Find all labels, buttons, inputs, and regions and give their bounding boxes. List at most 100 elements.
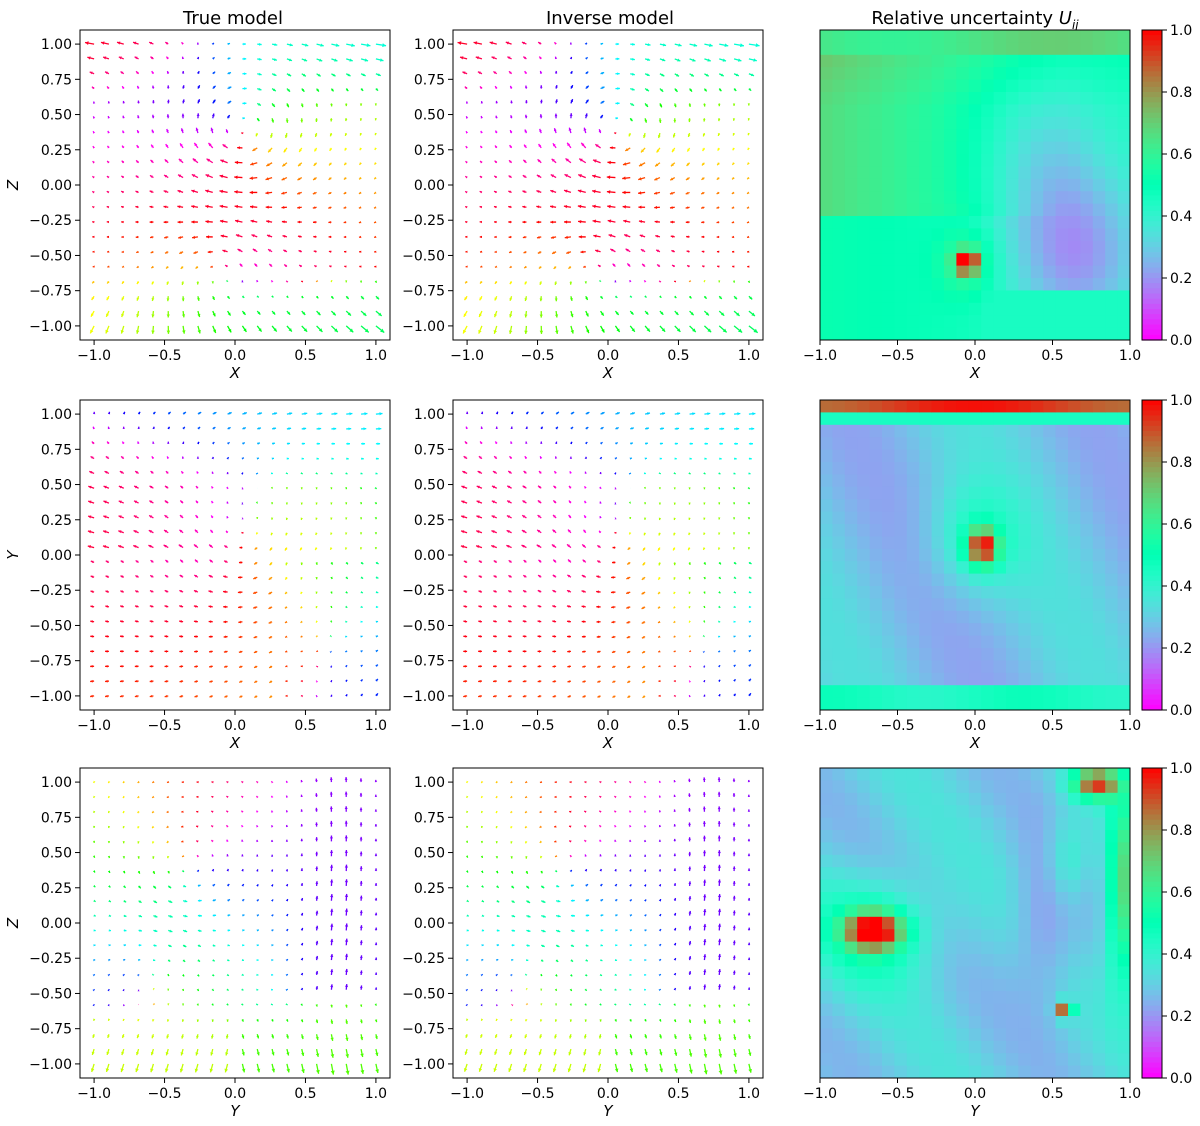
arrow-head xyxy=(255,472,258,475)
arrow-head xyxy=(374,162,377,165)
arrow-head xyxy=(300,487,303,490)
arrow-head xyxy=(359,133,363,136)
arrow-head xyxy=(600,296,603,299)
arrow-head xyxy=(195,500,199,504)
arrow-head xyxy=(299,265,302,268)
arrow-head xyxy=(673,104,677,108)
arrow-head xyxy=(107,411,111,415)
heatmap-cell xyxy=(968,191,982,205)
heatmap-cell xyxy=(931,54,945,68)
arrow-head xyxy=(645,311,649,315)
arrow-head xyxy=(286,104,289,108)
colorbar-segment xyxy=(1142,513,1162,520)
heatmap-cell xyxy=(1092,524,1106,537)
arrow-head xyxy=(181,441,185,445)
heatmap-cell xyxy=(844,129,858,143)
arrow-head xyxy=(206,158,211,162)
heatmap-cell xyxy=(1018,129,1032,143)
arrow-head xyxy=(226,472,229,475)
arrow-head xyxy=(288,58,292,62)
heatmap-cell xyxy=(919,30,933,43)
arrow-head xyxy=(747,118,751,121)
heatmap-cell xyxy=(1068,141,1081,155)
colorbar-segment xyxy=(1142,694,1162,701)
heatmap-cell xyxy=(968,400,982,413)
arrow-head xyxy=(523,56,527,60)
heatmap-cell xyxy=(1117,586,1131,599)
arrow-head xyxy=(317,312,321,316)
heatmap-cell xyxy=(1117,449,1131,463)
arrow-head xyxy=(678,43,682,47)
heatmap-cell xyxy=(1006,685,1019,699)
arrow-head xyxy=(181,71,185,74)
arrow-head xyxy=(92,206,95,209)
heatmap-cell xyxy=(944,290,957,304)
heatmap-cell xyxy=(1006,54,1019,68)
arrow-head xyxy=(315,547,318,551)
arrow-head xyxy=(315,591,318,594)
arrow-head xyxy=(731,220,735,224)
heatmap-cell xyxy=(919,191,933,205)
y-tick-label: 0.75 xyxy=(41,72,72,88)
arrow-head xyxy=(349,58,353,62)
colorbar-segment xyxy=(1142,71,1162,78)
arrow-head xyxy=(270,517,274,520)
arrow-head xyxy=(258,427,261,430)
heatmap-cell xyxy=(944,486,957,500)
heatmap-cell xyxy=(1092,424,1106,438)
heatmap-cell xyxy=(944,400,957,413)
y-axis-label: Z xyxy=(4,179,22,191)
arrow-head xyxy=(554,314,559,318)
arrow-head xyxy=(564,174,569,178)
arrow-head xyxy=(315,577,318,580)
heatmap-cell xyxy=(956,548,970,562)
arrow-head xyxy=(241,487,244,490)
arrow-head xyxy=(104,471,108,474)
heatmap-cell xyxy=(956,586,970,599)
heatmap-cell xyxy=(968,216,982,229)
heatmap-cell xyxy=(1030,30,1044,43)
heatmap-cell xyxy=(993,327,1007,341)
arrow-head xyxy=(539,114,543,117)
arrow-head xyxy=(374,206,377,209)
heatmap-cell xyxy=(993,228,1007,242)
heatmap-cell xyxy=(894,412,908,426)
arrow-head xyxy=(750,73,755,77)
heatmap-cell xyxy=(1080,228,1094,242)
arrow-head xyxy=(164,175,168,178)
heatmap-cell xyxy=(1018,104,1032,118)
heatmap-cell xyxy=(1030,290,1044,304)
arrow-head xyxy=(254,695,258,698)
arrow-head xyxy=(585,71,589,75)
heatmap-cell xyxy=(906,635,920,649)
arrow-head xyxy=(149,500,153,504)
heatmap-cell xyxy=(944,203,957,217)
arrow-head xyxy=(87,56,91,60)
arrow-head xyxy=(241,457,244,460)
heatmap-cell xyxy=(1105,54,1119,68)
colorbar-segment xyxy=(1142,575,1162,582)
arrow-head xyxy=(122,86,125,89)
arrow-head xyxy=(359,162,362,165)
colorbar-segment xyxy=(1142,498,1162,504)
heatmap-cell xyxy=(1006,327,1019,341)
arrow-head xyxy=(253,576,257,580)
heatmap-cell xyxy=(882,598,895,612)
heatmap-cell xyxy=(1055,129,1069,143)
arrow-head xyxy=(495,115,498,119)
heatmap-cell xyxy=(1030,536,1044,550)
heatmap-cell xyxy=(832,524,846,537)
heatmap-cell xyxy=(1080,437,1094,451)
arrow-head xyxy=(638,205,642,209)
heatmap-cell xyxy=(919,536,933,550)
heatmap-cell xyxy=(894,561,908,575)
arrow-head xyxy=(285,472,288,475)
arrow-head xyxy=(165,251,168,254)
heatmap-cell xyxy=(956,449,970,463)
arrow-head xyxy=(669,206,673,209)
heatmap-cell xyxy=(1030,586,1044,599)
heatmap-cell xyxy=(1043,302,1057,316)
heatmap-cell xyxy=(919,203,933,217)
arrow-head xyxy=(638,177,642,181)
arrow-head xyxy=(538,143,542,147)
